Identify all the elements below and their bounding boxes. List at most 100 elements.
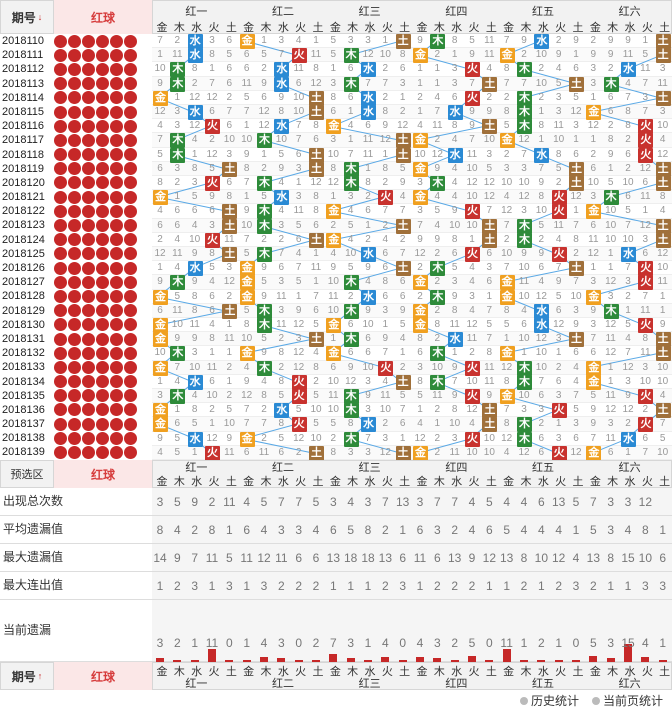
element-hit[interactable]: 土 xyxy=(569,76,584,92)
element-hit[interactable]: 金 xyxy=(586,445,602,461)
element-hit[interactable]: 金 xyxy=(153,332,168,348)
red-ball[interactable] xyxy=(96,233,109,247)
miss-count[interactable]: 8 xyxy=(573,233,579,245)
stat-value[interactable]: 3 xyxy=(433,523,441,537)
miss-count[interactable]: 11 xyxy=(449,319,460,330)
miss-count[interactable]: 6 xyxy=(521,319,527,330)
red-ball[interactable] xyxy=(54,289,67,303)
stat-value[interactable]: 11 xyxy=(205,636,219,650)
stat-value[interactable]: 5 xyxy=(260,495,268,509)
miss-count[interactable]: 5 xyxy=(399,162,406,174)
miss-count[interactable]: 10 xyxy=(362,319,374,330)
miss-count[interactable]: 6 xyxy=(347,63,354,75)
miss-count[interactable]: 5 xyxy=(417,390,423,401)
stat-row[interactable]: 3 5 9 2 11 4 5 7 7 5 3 4 3 7 13 3 7 7 4 5 4 4 6 13 5 7 3 3 12 xyxy=(152,488,672,516)
stat-value[interactable]: 2 xyxy=(537,636,545,650)
miss-count[interactable]: 8 xyxy=(278,418,285,430)
issue-number[interactable]: 2018133 xyxy=(2,361,45,374)
miss-count[interactable]: 6 xyxy=(278,446,285,458)
element-hit[interactable]: 金 xyxy=(153,403,168,419)
issue-number[interactable]: 2018110 xyxy=(2,35,45,47)
miss-count[interactable]: 6 xyxy=(191,205,198,217)
miss-count[interactable]: 6 xyxy=(625,148,631,160)
issue-number[interactable]: 2018117 xyxy=(2,134,45,147)
miss-count[interactable]: 6 xyxy=(538,390,545,401)
red-ball[interactable] xyxy=(68,332,81,346)
miss-count[interactable]: 2 xyxy=(625,418,631,430)
miss-count[interactable]: 1 xyxy=(347,106,354,117)
miss-count[interactable]: 3 xyxy=(555,432,562,444)
miss-count[interactable]: 12 xyxy=(223,276,235,288)
miss-count[interactable]: 1 xyxy=(399,347,406,359)
miss-count[interactable]: 5 xyxy=(295,404,302,416)
stat-value[interactable]: 10 xyxy=(534,551,548,565)
group-header[interactable]: 红五 xyxy=(531,462,554,474)
element-hit[interactable]: 水 xyxy=(534,34,550,49)
miss-count[interactable]: 11 xyxy=(172,248,183,259)
element-label[interactable]: 金 xyxy=(243,666,255,678)
red-ball[interactable] xyxy=(110,34,123,48)
miss-count[interactable]: 10 xyxy=(657,262,669,274)
miss-count[interactable]: 12 xyxy=(293,319,305,330)
element-label[interactable]: 土 xyxy=(312,666,324,678)
miss-count[interactable]: 1 xyxy=(451,49,458,61)
element-hit[interactable]: 土 xyxy=(569,176,584,191)
element-hit[interactable]: 木 xyxy=(343,275,359,291)
element-label[interactable]: 水 xyxy=(277,476,289,488)
miss-count[interactable]: 4 xyxy=(451,162,458,174)
miss-count[interactable]: 2 xyxy=(503,91,510,103)
miss-count[interactable]: 1 xyxy=(573,49,579,61)
miss-count[interactable]: 2 xyxy=(278,333,285,345)
element-label[interactable]: 水 xyxy=(191,476,203,488)
stat-value[interactable]: 6 xyxy=(399,551,406,565)
red-ball[interactable] xyxy=(54,431,67,445)
miss-count[interactable]: 5 xyxy=(295,219,302,231)
element-hit[interactable]: 火 xyxy=(291,48,307,64)
miss-count[interactable]: 10 xyxy=(466,446,478,458)
miss-count[interactable]: 1 xyxy=(417,106,423,117)
element-label[interactable]: 火 xyxy=(641,476,653,488)
miss-count[interactable]: 5 xyxy=(174,432,181,444)
miss-count[interactable]: 5 xyxy=(261,276,267,288)
grid-row[interactable] xyxy=(152,247,672,262)
element-label[interactable]: 水 xyxy=(191,666,203,678)
stat-value[interactable]: 3 xyxy=(399,579,406,593)
miss-count[interactable]: 6 xyxy=(399,276,406,288)
stat-label[interactable]: 出现总次数 xyxy=(0,488,152,516)
miss-count[interactable]: 2 xyxy=(261,233,267,245)
element-hit[interactable]: 土 xyxy=(569,161,584,177)
miss-count[interactable]: 6 xyxy=(226,63,233,75)
element-hit[interactable]: 木 xyxy=(170,275,186,291)
miss-count[interactable]: 10 xyxy=(605,205,617,217)
red-ball[interactable] xyxy=(124,204,137,218)
issue-number[interactable]: 2018134 xyxy=(2,375,45,388)
miss-count[interactable]: 3 xyxy=(573,120,579,132)
miss-count[interactable]: 5 xyxy=(607,177,614,188)
element-label[interactable]: 火 xyxy=(555,22,567,34)
stat-value[interactable]: 1 xyxy=(243,636,250,650)
miss-count[interactable]: 7 xyxy=(625,347,631,359)
miss-count[interactable]: 5 xyxy=(538,219,545,231)
element-label[interactable]: 木 xyxy=(260,22,272,34)
miss-count[interactable]: 8 xyxy=(642,333,649,345)
miss-count[interactable]: 5 xyxy=(642,49,649,61)
red-ball[interactable] xyxy=(110,190,123,204)
red-ball[interactable] xyxy=(82,91,95,105)
miss-count[interactable]: 8 xyxy=(486,347,493,359)
stat-value[interactable]: 13 xyxy=(395,495,410,509)
stat-value[interactable]: 0 xyxy=(225,636,233,650)
element-hit[interactable]: 金 xyxy=(499,275,515,291)
red-ball[interactable] xyxy=(82,62,95,76)
miss-count[interactable]: 7 xyxy=(243,404,250,416)
group-header[interactable]: 红六 xyxy=(618,678,641,690)
miss-count[interactable]: 6 xyxy=(209,304,215,316)
miss-count[interactable]: 4 xyxy=(295,35,302,46)
miss-count[interactable]: 8 xyxy=(451,233,458,245)
element-label[interactable]: 火 xyxy=(381,22,393,34)
ball-row[interactable] xyxy=(54,346,152,360)
miss-count[interactable]: 4 xyxy=(157,446,163,458)
miss-count[interactable]: 1 xyxy=(226,319,233,330)
element-hit[interactable]: 土 xyxy=(222,247,238,262)
stat-value[interactable]: 2 xyxy=(468,579,476,593)
element-hit[interactable]: 木 xyxy=(343,431,359,447)
